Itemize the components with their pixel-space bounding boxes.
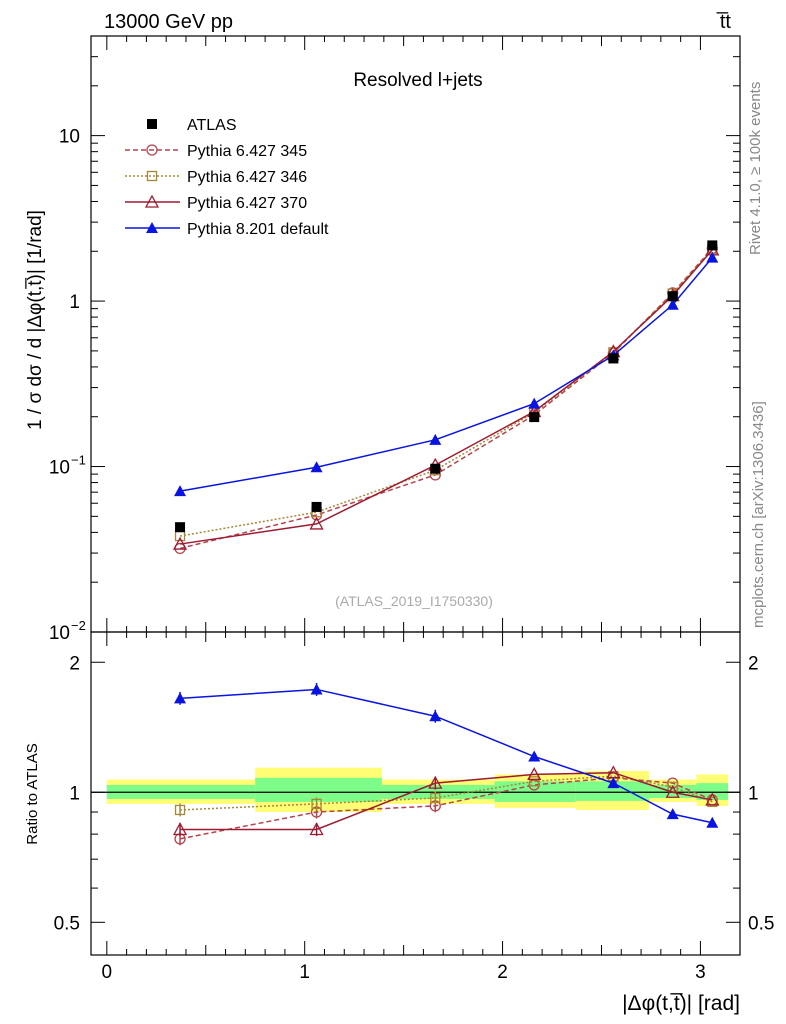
main-y-axis-label: 1 / σ dσ / d |Δφ(t,t̅)| [1/rad]: [25, 210, 46, 430]
legend-label: Pythia 6.427 345: [187, 143, 307, 160]
legend-label: Pythia 8.201 default: [187, 221, 329, 238]
ratio-point-py370: [428, 775, 443, 789]
data-point-atlas: [667, 291, 678, 302]
series-line-py8: [179, 257, 713, 492]
main-y-tick-exponent: −2: [71, 618, 86, 633]
ratio-series-py370: [172, 765, 720, 836]
series-py346: [174, 243, 718, 542]
uncertainty-band-inner: [494, 781, 576, 802]
mcplots-label: mcplots.cern.ch [arXiv:1306.3436]: [750, 401, 767, 628]
uncertainty-band-inner: [575, 781, 649, 801]
x-tick-label: 1: [299, 962, 310, 983]
analysis-watermark: (ATLAS_2019_I1750330): [335, 593, 493, 609]
data-point-atlas: [707, 240, 718, 251]
series-line-py346: [179, 248, 713, 537]
main-y-tick-label: 10: [49, 458, 70, 479]
legend-label: Pythia 6.427 370: [187, 195, 307, 212]
ratio-ticks: 2 2 1 1 0.5 0.5 0 1 2 3: [54, 632, 774, 983]
ratio-series-layer: [172, 683, 720, 846]
data-point-py370: [172, 536, 188, 550]
series-py345: [174, 242, 718, 555]
ratio-series-py8: [174, 683, 719, 828]
uncertainty-band-inner: [255, 777, 382, 802]
ratio-point-py370: [705, 792, 720, 806]
ratio-frame: [90, 631, 741, 956]
data-point-py370: [309, 516, 324, 530]
legend-entry-py346: Pythia 6.427 346: [125, 169, 307, 186]
data-point-py8: [310, 461, 323, 473]
ratio-y-tick-label: 2: [69, 653, 80, 674]
series-atlas: [175, 240, 718, 533]
ratio-point-py8: [666, 808, 679, 820]
rivet-version-label: Rivet 4.1.0, ≥ 100k events: [747, 82, 764, 255]
main-y-tick-label: 1: [69, 292, 80, 313]
legend-marker: [146, 170, 158, 182]
ratio-point-py8: [429, 710, 442, 722]
series-py8: [174, 251, 719, 497]
data-point-py8: [174, 485, 187, 497]
ratio-y-tick-label: 1: [69, 783, 80, 804]
plot-title: Resolved l+jets: [353, 70, 482, 91]
series-py370: [172, 242, 720, 550]
main-series-layer: [172, 240, 720, 555]
series-line-py370: [179, 249, 713, 545]
ratio-y-tick-label: 0.5: [54, 913, 80, 934]
legend-entry-py345: Pythia 6.427 345: [125, 143, 307, 160]
x-tick-label: 2: [497, 962, 508, 983]
data-point-py8: [429, 433, 442, 445]
legend-entry-py370: Pythia 6.427 370: [125, 194, 307, 212]
uncertainty-band-inner: [696, 783, 729, 800]
ratio-point-py346: [430, 792, 441, 804]
legend-entry-py8: Pythia 8.201 default: [125, 221, 329, 238]
data-point-atlas: [175, 522, 186, 533]
legend-label: Pythia 6.427 346: [187, 169, 307, 186]
ratio-y-tick-label-right: 0.5: [748, 913, 774, 934]
x-tick-label: 0: [102, 962, 113, 983]
legend-marker: [147, 119, 157, 129]
data-point-py8: [666, 298, 679, 310]
legend-marker: [146, 144, 158, 156]
ratio-point-py8: [607, 777, 620, 789]
x-axis-label: |Δφ(t,t̅)| [rad]: [622, 992, 740, 1015]
legend: ATLAS Pythia 6.427 345 Pythia 6.427 346 Pyt…: [125, 117, 329, 238]
ratio-point-py370: [527, 767, 542, 781]
legend-marker: [144, 194, 160, 208]
series-line-py345: [179, 247, 713, 550]
ratio-point-py346: [174, 804, 186, 816]
ratio-point-py370: [665, 784, 680, 798]
ratio-plot-panel: 2 2 1 1 0.5 0.5 0 1 2 3 Ratio to ATLAS |Δφ(t,t̅)|…: [24, 631, 774, 1015]
data-point-atlas: [430, 463, 441, 474]
x-tick-label: 3: [695, 962, 706, 983]
energy-label: 13000 GeV pp: [104, 11, 233, 33]
ratio-y-tick-label-right: 1: [748, 783, 759, 804]
process-label: t̅t: [716, 11, 731, 33]
legend-entry-atlas: ATLAS: [147, 117, 237, 134]
data-point-atlas: [529, 412, 540, 423]
legend-label: ATLAS: [187, 117, 237, 134]
legend-marker: [146, 222, 158, 233]
ratio-point-py370: [172, 822, 188, 836]
ratio-point-py8: [174, 692, 187, 704]
data-point-atlas: [608, 353, 619, 364]
ratio-point-py8: [310, 683, 323, 695]
ratio-y-axis-label: Ratio to ATLAS: [24, 743, 41, 844]
main-y-tick-label: 10: [59, 127, 80, 148]
main-y-tick-label: 10: [49, 623, 70, 644]
ratio-point-py346: [529, 776, 540, 787]
main-y-tick-exponent: −1: [71, 453, 86, 468]
data-point-py8: [528, 397, 541, 409]
data-point-atlas: [311, 501, 322, 512]
ratio-point-py8: [528, 750, 541, 762]
data-point-py8: [706, 251, 719, 263]
ratio-point-py370: [309, 822, 324, 836]
ratio-point-py8: [706, 816, 719, 828]
ratio-point-py346: [311, 798, 322, 810]
ratio-point-py346: [667, 781, 678, 792]
ratio-y-tick-label-right: 2: [748, 653, 759, 674]
